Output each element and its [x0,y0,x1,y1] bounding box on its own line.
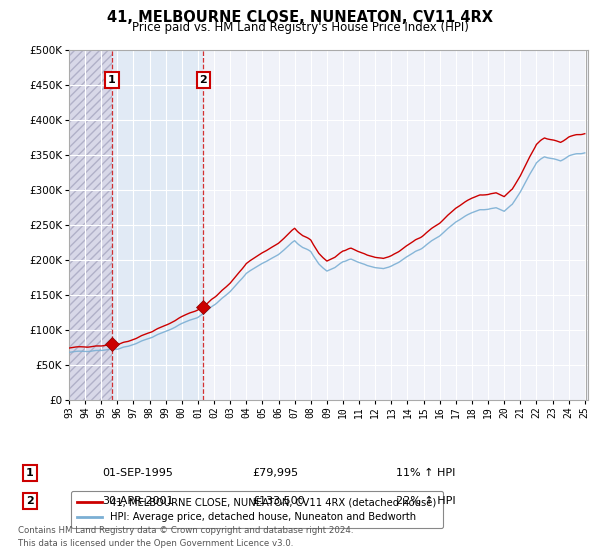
Bar [112,50,203,400]
Text: 2: 2 [26,496,34,506]
Legend: 41, MELBOURNE CLOSE, NUNEATON, CV11 4RX (detached house), HPI: Average price, de: 41, MELBOURNE CLOSE, NUNEATON, CV11 4RX … [71,491,443,528]
Text: 1: 1 [26,468,34,478]
Text: 2: 2 [199,75,207,85]
Bar [203,50,588,400]
Text: 1: 1 [108,75,116,85]
Text: Price paid vs. HM Land Registry's House Price Index (HPI): Price paid vs. HM Land Registry's House … [131,21,469,34]
Text: 30-APR-2001: 30-APR-2001 [102,496,173,506]
Text: Contains HM Land Registry data © Crown copyright and database right 2024.: Contains HM Land Registry data © Crown c… [18,526,353,535]
Text: 41, MELBOURNE CLOSE, NUNEATON, CV11 4RX: 41, MELBOURNE CLOSE, NUNEATON, CV11 4RX [107,10,493,25]
Bar [69,50,112,400]
Text: This data is licensed under the Open Government Licence v3.0.: This data is licensed under the Open Gov… [18,539,293,548]
Text: 01-SEP-1995: 01-SEP-1995 [102,468,173,478]
Text: £79,995: £79,995 [252,468,298,478]
Text: 22% ↑ HPI: 22% ↑ HPI [396,496,455,506]
Text: £133,500: £133,500 [252,496,305,506]
Text: 11% ↑ HPI: 11% ↑ HPI [396,468,455,478]
